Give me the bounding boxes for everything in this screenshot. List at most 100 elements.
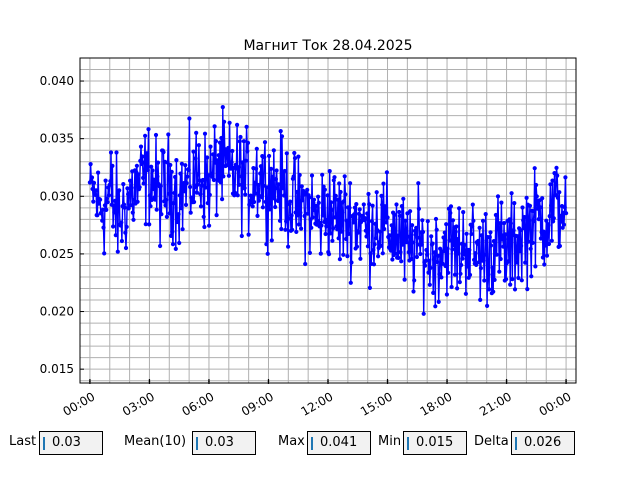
data-point [509,191,514,196]
data-point [540,196,545,201]
data-point [403,231,409,236]
data-point [275,186,280,191]
data-point [469,231,474,237]
data-point [198,204,204,209]
data-point [172,190,177,196]
data-point [182,189,187,194]
data-point [153,132,159,138]
data-point [298,210,303,215]
data-point [442,248,447,253]
data-point [335,197,340,202]
data-point [91,180,97,185]
data-point [239,174,244,179]
data-point [179,206,184,211]
data-point [428,265,433,270]
data-point [564,211,569,216]
data-point [168,233,174,238]
stat-label-min: Min [378,434,402,449]
data-point [145,151,150,156]
data-point [100,207,105,212]
data-point [536,217,541,222]
data-point [202,224,207,230]
data-point [117,188,122,193]
data-point [433,304,438,309]
data-point [319,223,324,228]
data-point [423,258,428,263]
data-point [393,251,398,256]
data-point [196,143,201,148]
data-point [183,202,189,207]
data-point [277,196,282,201]
data-point [517,249,522,254]
data-point [230,148,235,154]
data-point [506,259,511,264]
data-point [431,290,436,295]
stat-field-last[interactable]: 0.03 [39,431,103,455]
data-point [425,219,430,224]
data-point [122,205,127,210]
data-point [297,172,302,178]
data-point [277,218,283,223]
data-point [525,287,530,292]
data-point [467,272,473,277]
data-point [424,247,429,253]
data-point [346,231,351,236]
x-minor-tick [446,380,448,383]
data-point [88,162,93,167]
data-point [444,292,449,297]
data-point [341,199,347,204]
data-point [183,163,188,168]
data-point [123,245,129,251]
data-point [551,219,556,224]
data-point [180,227,185,232]
stat-label-mean: Mean(10) [124,434,187,449]
x-minor-tick [208,379,210,381]
data-point [147,222,152,227]
data-point [442,230,447,235]
data-point [341,252,346,257]
data-point [462,242,467,248]
data-point [301,188,306,193]
data-point [258,164,263,169]
data-point [224,149,229,154]
data-point [195,182,200,187]
stat-field-mean[interactable]: 0.03 [192,431,256,455]
data-point [352,212,357,217]
data-point [294,189,300,195]
data-point [414,254,419,260]
data-point [458,271,463,276]
stat-field-max[interactable]: 0.041 [307,431,371,455]
data-point [211,152,216,157]
data-point [261,183,266,188]
stat-field-min[interactable]: 0.015 [403,431,467,455]
data-point [546,241,552,247]
data-point [379,193,384,198]
data-point [264,242,269,247]
data-point [507,217,512,222]
data-point [168,162,173,168]
data-point [478,266,483,271]
data-point [186,167,191,173]
data-point [532,166,537,171]
data-point [166,132,171,137]
data-point [524,195,529,200]
x-minor-tick [208,380,210,383]
data-point [438,253,443,258]
data-point [549,203,554,208]
data-point [414,225,419,230]
x-tick-label: 03:00 [120,389,157,418]
data-point [149,164,154,169]
data-point [482,252,488,257]
data-point [164,214,169,219]
data-point [488,230,493,235]
data-point [110,163,115,168]
data-point [528,246,533,251]
data-point [489,243,494,248]
data-point [547,214,552,219]
stat-field-delta[interactable]: 0.026 [511,431,575,455]
data-point [502,221,507,226]
data-point [449,284,454,290]
data-point [542,262,547,267]
data-point [506,237,511,242]
data-point [342,174,347,179]
